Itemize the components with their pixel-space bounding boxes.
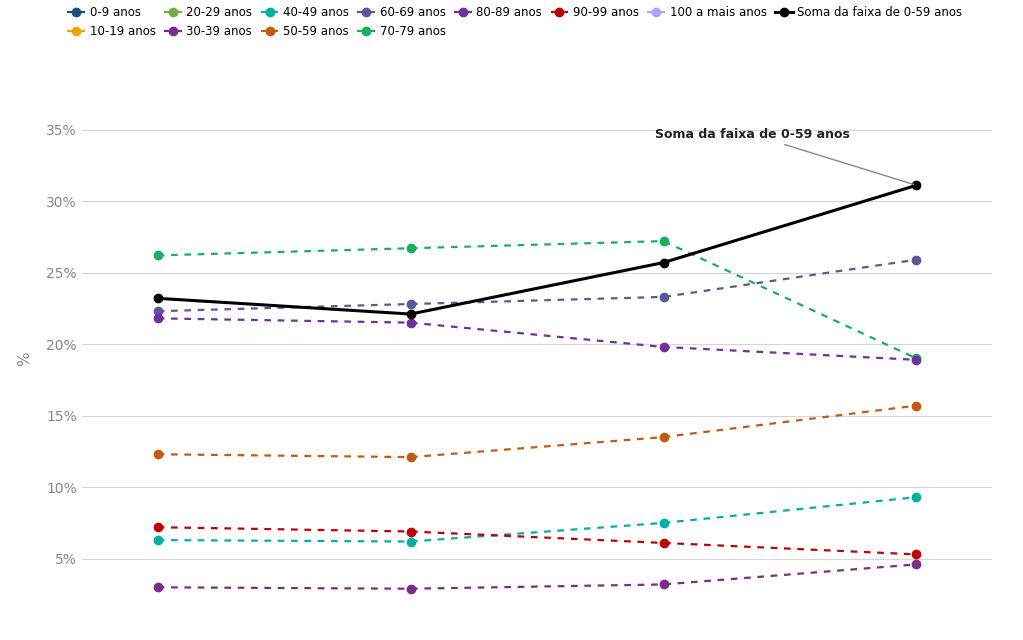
Y-axis label: %: %: [17, 351, 33, 365]
Legend: 0-9 anos, 10-19 anos, 20-29 anos, 30-39 anos, 40-49 anos, 50-59 anos, 60-69 anos: 0-9 anos, 10-19 anos, 20-29 anos, 30-39 …: [68, 6, 963, 38]
Text: Soma da faixa de 0-59 anos: Soma da faixa de 0-59 anos: [655, 128, 914, 184]
